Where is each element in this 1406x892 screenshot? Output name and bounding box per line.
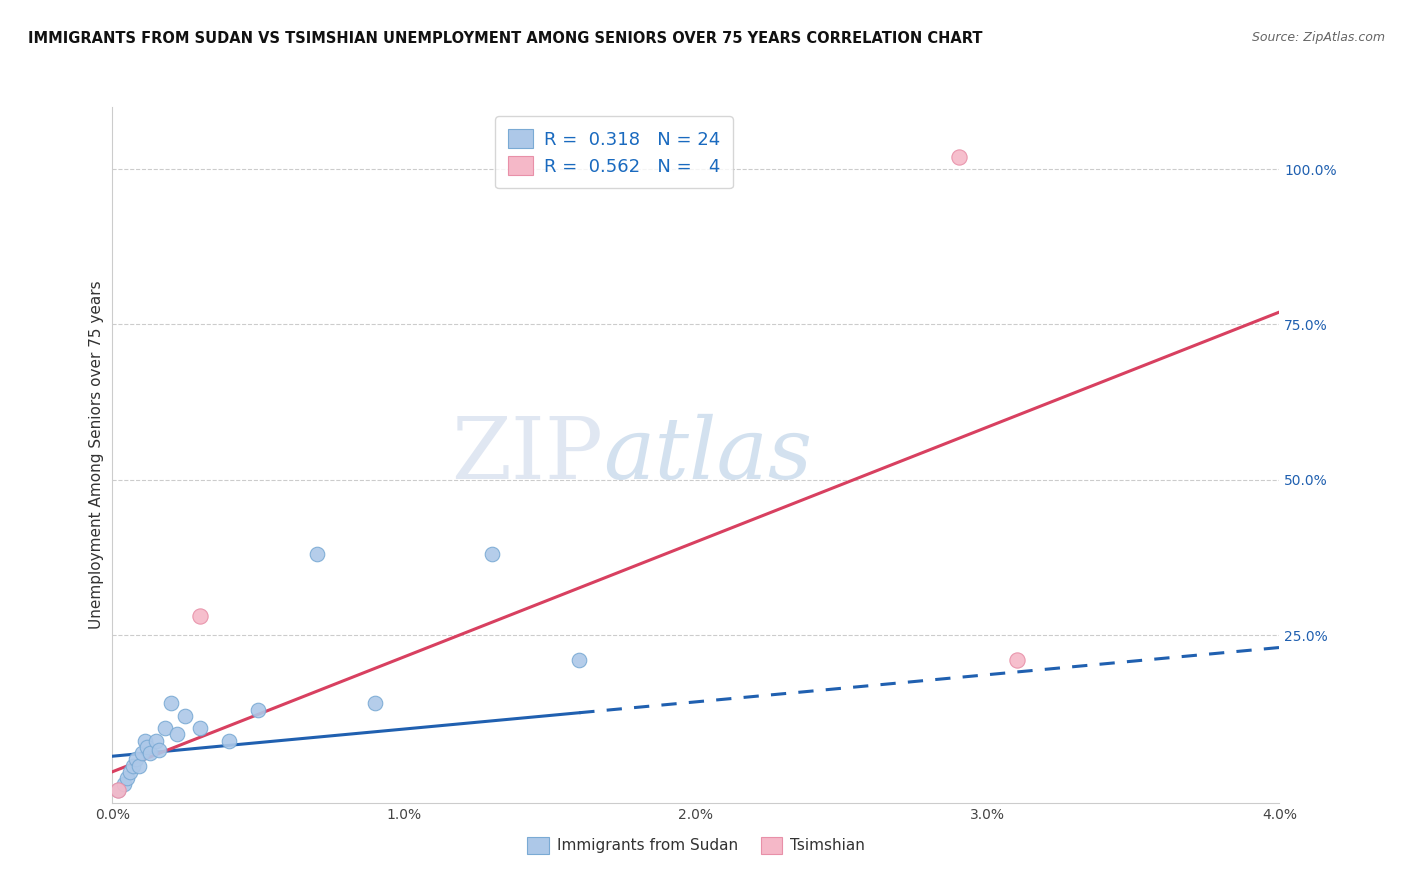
Point (364, 697, 387, 711)
Point (188, 609, 211, 624)
Point (139, 746, 162, 760)
Text: Source: ZipAtlas.com: Source: ZipAtlas.com (1251, 31, 1385, 45)
Point (134, 733, 156, 747)
Point (481, 547, 503, 561)
Point (115, 771, 138, 785)
Point (166, 727, 188, 741)
Legend: Immigrants from Sudan, Tsimshian: Immigrants from Sudan, Tsimshian (520, 830, 872, 862)
Point (218, 733, 240, 747)
Point (153, 721, 176, 735)
Point (305, 547, 328, 561)
Point (107, 783, 129, 797)
Point (118, 764, 141, 779)
Point (107, 783, 129, 797)
Point (112, 777, 135, 791)
Point (174, 708, 197, 723)
Point (128, 758, 150, 772)
Point (122, 758, 145, 772)
Point (247, 703, 270, 717)
Point (131, 746, 153, 760)
Point (1005, 653, 1028, 667)
Point (160, 697, 183, 711)
Y-axis label: Unemployment Among Seniors over 75 years: Unemployment Among Seniors over 75 years (89, 281, 104, 629)
Point (948, 150, 970, 164)
Point (148, 743, 170, 757)
Text: atlas: atlas (603, 414, 811, 496)
Point (136, 739, 159, 754)
Text: ZIP: ZIP (451, 413, 603, 497)
Point (125, 752, 148, 766)
Point (145, 733, 167, 747)
Point (568, 653, 591, 667)
Text: IMMIGRANTS FROM SUDAN VS TSIMSHIAN UNEMPLOYMENT AMONG SENIORS OVER 75 YEARS CORR: IMMIGRANTS FROM SUDAN VS TSIMSHIAN UNEMP… (28, 31, 983, 46)
Point (188, 721, 211, 735)
